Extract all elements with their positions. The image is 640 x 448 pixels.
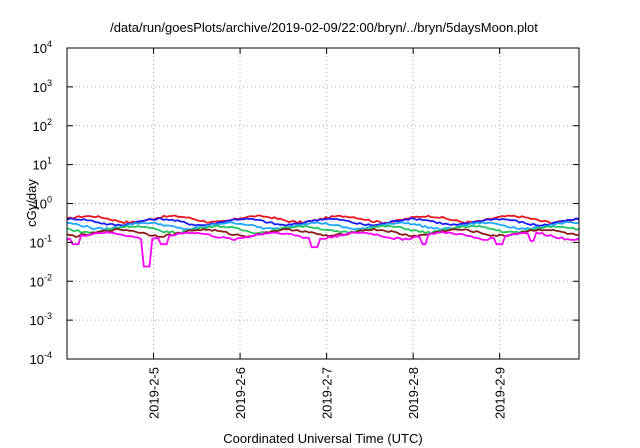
series-lines — [66, 214, 580, 268]
x-tick-label: 2019-2-9 — [493, 367, 508, 419]
series-line-2 — [66, 217, 580, 227]
x-tick-label: 2019-2-7 — [320, 367, 335, 419]
series-line-6 — [66, 230, 580, 268]
x-tick-label: 2019-2-5 — [147, 367, 162, 419]
series-line-4 — [66, 224, 580, 235]
chart-title: /data/run/goesPlots/archive/2019-02-09/2… — [110, 20, 538, 35]
x-tick-label: 2019-2-6 — [233, 367, 248, 419]
series-line-5 — [66, 227, 580, 238]
grid-lines — [67, 48, 579, 359]
x-tick-label: 2019-2-8 — [406, 367, 421, 419]
y-axis-label: cGy/day — [24, 179, 39, 227]
x-axis: 2019-2-5 2019-2-6 2019-2-7 2019-2-8 2019-2-9 — [147, 48, 508, 419]
series-line-3 — [66, 221, 580, 232]
x-axis-label: Coordinated Universal Time (UTC) — [223, 431, 422, 446]
